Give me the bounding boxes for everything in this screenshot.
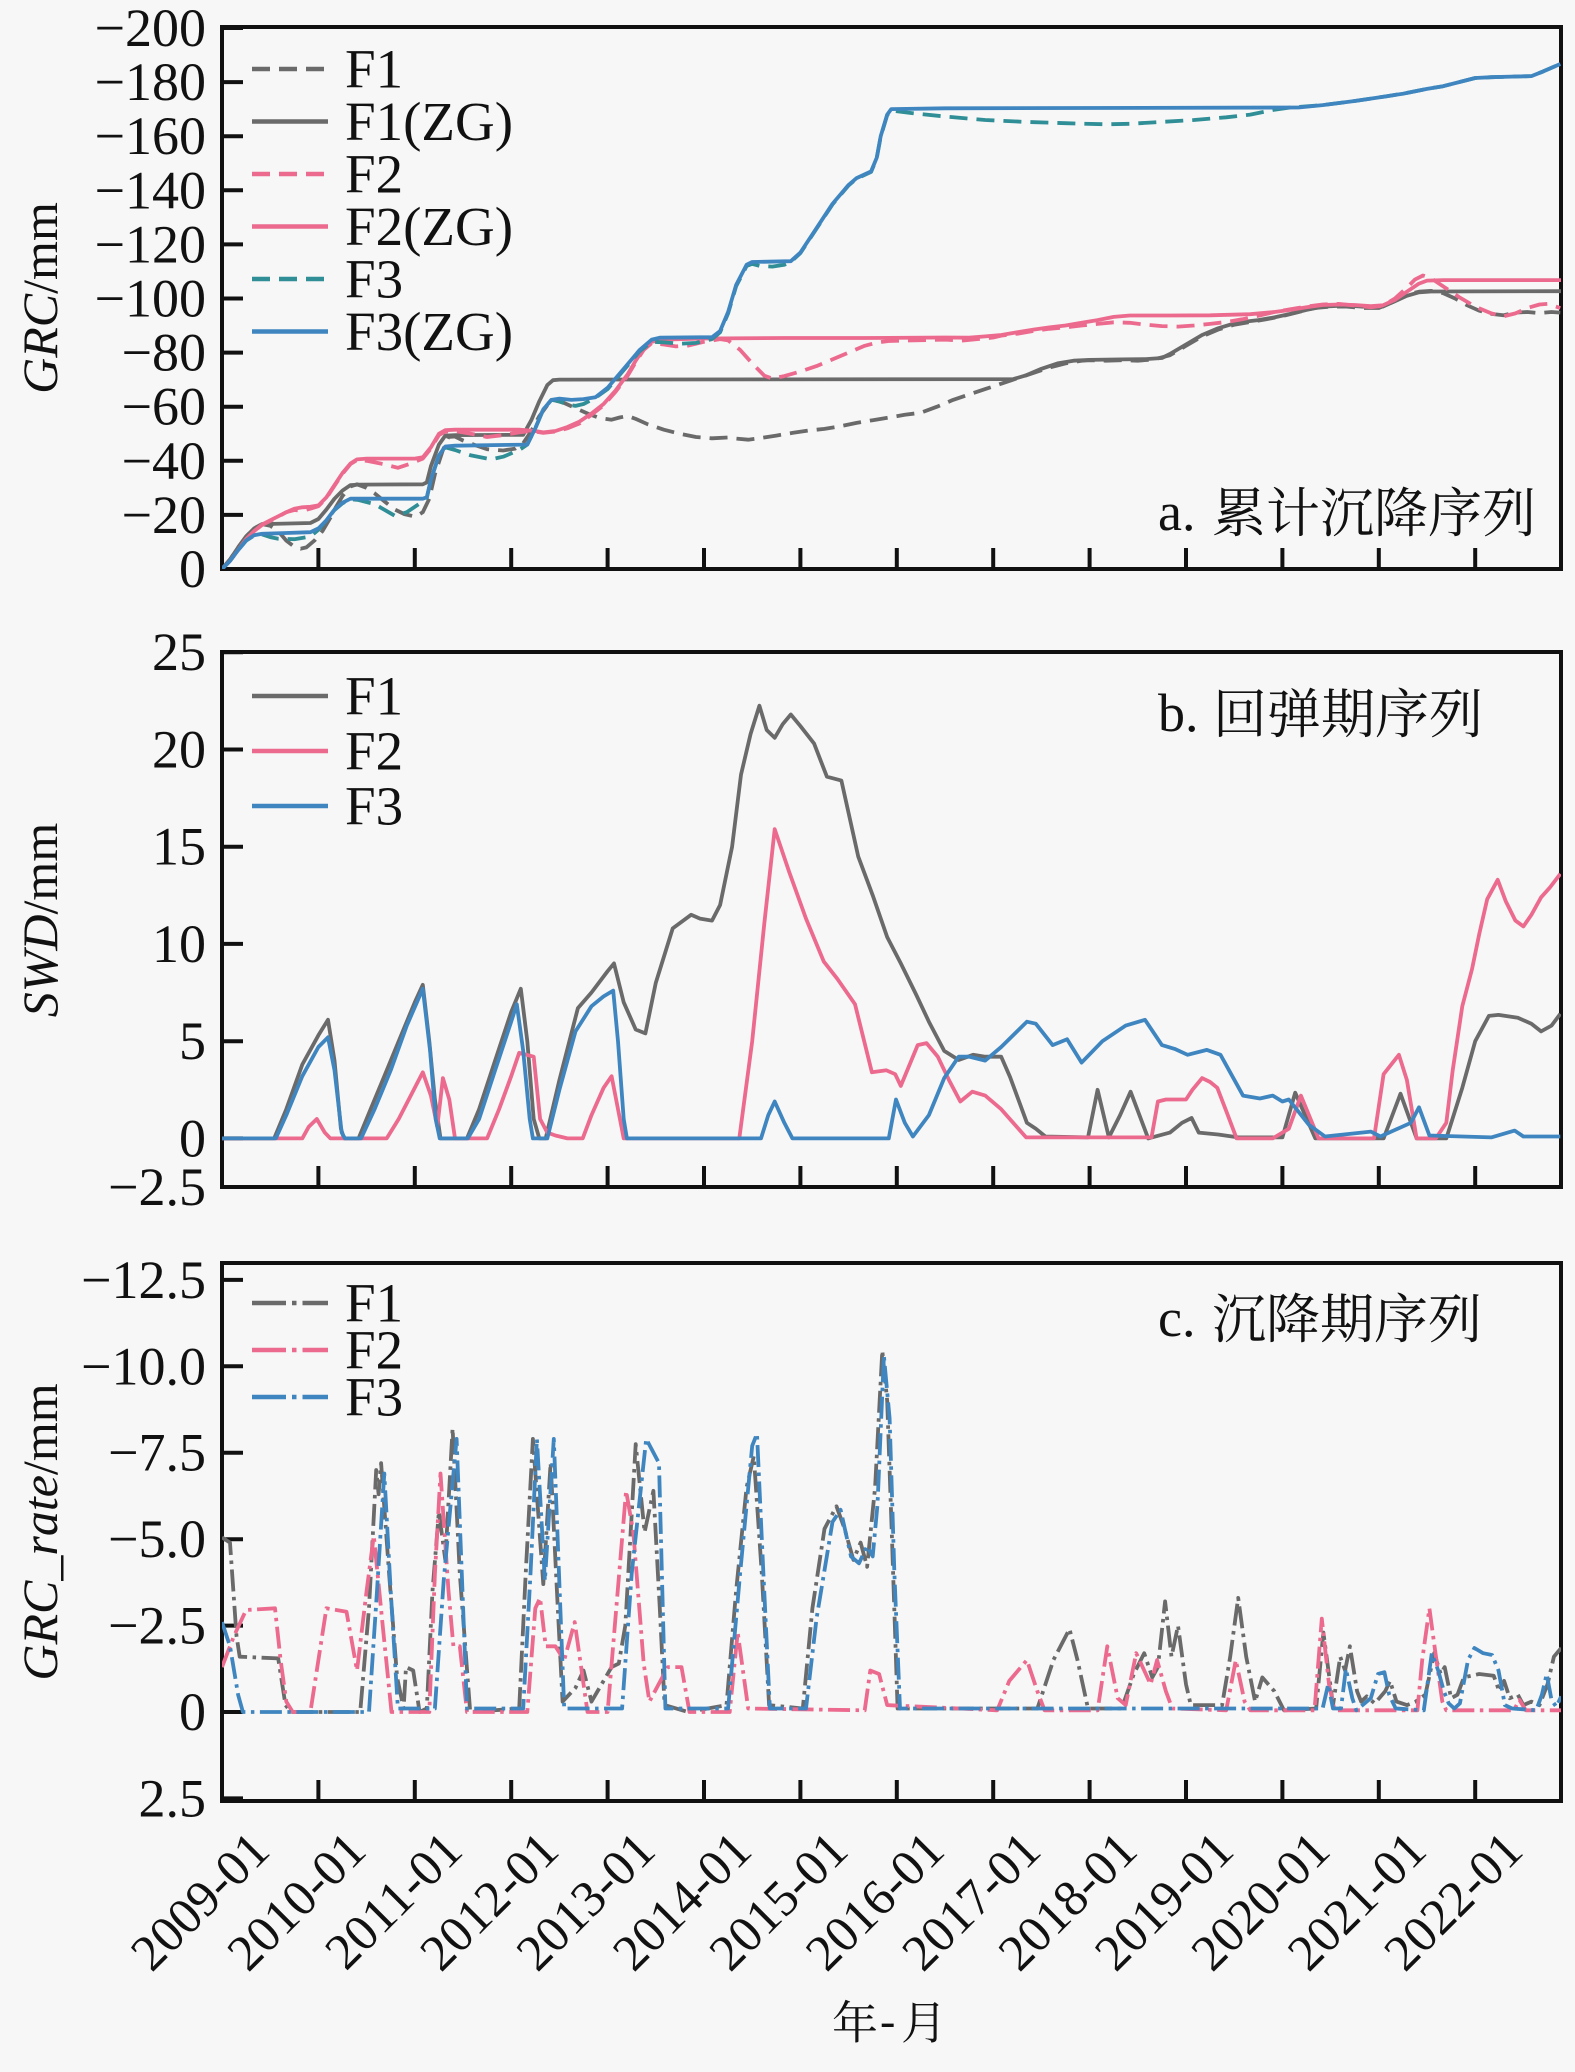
svg-text:−2.5: −2.5 xyxy=(108,1157,206,1217)
svg-text:F3: F3 xyxy=(345,249,403,310)
svg-text:F1: F1 xyxy=(345,1273,403,1334)
svg-text:F1: F1 xyxy=(345,666,403,727)
svg-text:GRC/mm: GRC/mm xyxy=(12,202,68,394)
svg-text:GRC_rate/mm: GRC_rate/mm xyxy=(12,1383,68,1680)
svg-text:−140: −140 xyxy=(95,160,206,220)
svg-text:F1: F1 xyxy=(345,39,403,100)
svg-text:10: 10 xyxy=(152,914,206,974)
svg-text:F2: F2 xyxy=(345,144,403,205)
svg-text:0: 0 xyxy=(179,539,206,599)
svg-text:F3: F3 xyxy=(345,776,403,837)
svg-text:0: 0 xyxy=(179,1108,206,1168)
svg-text:-: - xyxy=(880,1995,895,2046)
svg-text:−2.5: −2.5 xyxy=(108,1596,206,1656)
svg-text:−60: −60 xyxy=(122,377,206,437)
svg-text:b.: b. xyxy=(1158,683,1199,743)
svg-text:c.: c. xyxy=(1158,1288,1195,1348)
svg-text:−80: −80 xyxy=(122,323,206,383)
svg-text:−7.5: −7.5 xyxy=(108,1423,206,1483)
svg-text:−160: −160 xyxy=(95,106,206,166)
svg-text:−180: −180 xyxy=(95,52,206,112)
svg-text:−100: −100 xyxy=(95,269,206,329)
svg-text:2.5: 2.5 xyxy=(139,1768,207,1828)
svg-text:F2(ZG): F2(ZG) xyxy=(345,196,513,257)
svg-text:F1(ZG): F1(ZG) xyxy=(345,91,513,152)
svg-text:−5.0: −5.0 xyxy=(108,1509,206,1569)
svg-text:SWD/mm: SWD/mm xyxy=(12,823,68,1018)
svg-text:−40: −40 xyxy=(122,431,206,491)
svg-text:F3(ZG): F3(ZG) xyxy=(345,301,513,362)
svg-text:−10.0: −10.0 xyxy=(81,1336,206,1396)
svg-text:20: 20 xyxy=(152,720,206,780)
svg-text:F3: F3 xyxy=(345,1367,403,1428)
svg-text:F2: F2 xyxy=(345,721,403,782)
svg-text:−20: −20 xyxy=(122,485,206,545)
svg-text:5: 5 xyxy=(179,1011,206,1071)
svg-text:F2: F2 xyxy=(345,1320,403,1381)
svg-text:a.: a. xyxy=(1158,482,1195,542)
svg-text:−12.5: −12.5 xyxy=(81,1250,206,1310)
svg-text:0: 0 xyxy=(179,1682,206,1742)
svg-text:−120: −120 xyxy=(95,214,206,274)
svg-text:15: 15 xyxy=(152,817,206,877)
svg-text:−200: −200 xyxy=(95,0,206,58)
svg-text:25: 25 xyxy=(152,622,206,682)
